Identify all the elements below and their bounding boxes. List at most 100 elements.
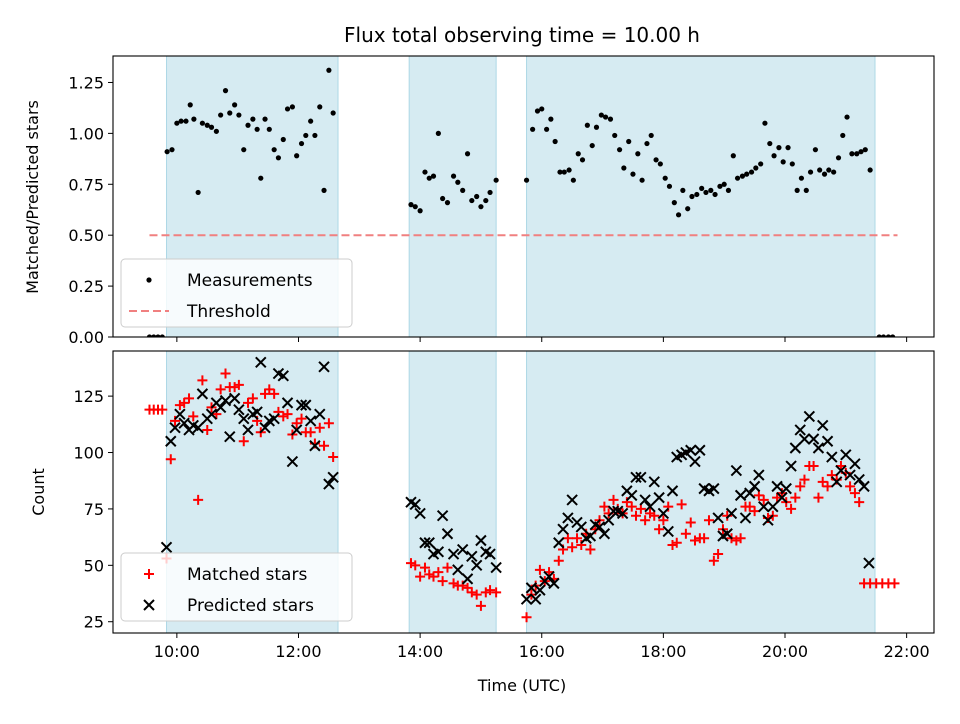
measurement-point [744, 171, 750, 177]
measurement-point [584, 122, 590, 128]
matched-star-point [220, 368, 231, 379]
predicted-star-point [562, 512, 574, 524]
legend-marker-measurements [146, 277, 152, 283]
predicted-star-point [165, 435, 177, 447]
matched-star-point [188, 411, 199, 422]
measurement-point [191, 116, 197, 122]
predicted-star-point [685, 444, 697, 456]
matched-star-point [799, 474, 810, 485]
measurement-point [680, 187, 686, 193]
predicted-star-point [281, 397, 294, 409]
measurement-point [164, 149, 170, 155]
predicted-star-point [228, 392, 241, 405]
matched-star-point [567, 542, 578, 553]
measurement-point [275, 155, 282, 161]
bottom-legend: Matched stars Predicted stars [120, 552, 353, 622]
measurement-point [621, 165, 627, 171]
measurement-point [725, 187, 732, 193]
measurement-point [666, 183, 673, 189]
bottom-y-tick-label: 25 [84, 613, 104, 632]
measurement-point [730, 153, 736, 159]
predicted-star-point [630, 471, 642, 484]
measurement-point [607, 116, 614, 122]
measurement-point [417, 208, 423, 214]
measurement-point [798, 175, 805, 181]
top-y-tick-label: 0.75 [68, 175, 104, 194]
predicted-star-point [844, 469, 856, 481]
predicted-star-point [607, 505, 620, 517]
measurement-point [885, 334, 891, 337]
measurement-point [767, 140, 773, 147]
measurement-point [146, 334, 153, 337]
measurement-point [657, 161, 663, 167]
matched-star-point [247, 393, 258, 404]
matched-star-point [491, 587, 502, 598]
predicted-star-point [318, 361, 330, 373]
measurement-point [289, 104, 296, 110]
predicted-star-point [771, 480, 783, 493]
matched-star-point [703, 515, 714, 526]
measurement-point [330, 110, 336, 116]
predicted-star-point [721, 528, 733, 540]
measurement-point [593, 124, 600, 130]
matched-star-point [576, 540, 587, 551]
x-tick-label: 16:00 [519, 642, 565, 661]
measurement-point [222, 88, 229, 94]
measurement-point [630, 171, 636, 177]
matched-star-point [813, 492, 824, 503]
matched-star-point [626, 501, 637, 512]
measurement-point [662, 175, 668, 181]
measurement-point [694, 191, 700, 198]
measurement-point [552, 138, 558, 145]
matched-star-point [466, 587, 477, 598]
measurement-point [317, 104, 323, 110]
x-tick-label: 10:00 [154, 642, 200, 661]
measurement-point [817, 167, 823, 173]
matched-star-point [238, 436, 249, 447]
measurement-point [271, 147, 277, 153]
matched-star-point [433, 567, 444, 578]
matched-star-point [685, 517, 696, 528]
measurement-point [653, 157, 659, 163]
matched-star-point [640, 515, 651, 526]
bottom-axes-frame [112, 350, 935, 634]
predicted-star-point [447, 548, 460, 560]
predicted-star-point [602, 514, 615, 526]
predicted-star-point [419, 537, 431, 549]
matched-star-point [202, 424, 213, 435]
measurement-point [308, 118, 314, 124]
measurement-point [717, 183, 723, 189]
predicted-star-point [835, 464, 847, 477]
measurement-point [195, 189, 201, 196]
measurement-point [464, 151, 471, 157]
top-plot-area [146, 56, 898, 337]
measurement-point [493, 177, 499, 183]
predicted-star-point [635, 471, 647, 484]
predicted-star-point [712, 512, 724, 524]
measurement-point [644, 140, 650, 147]
predicted-star-point [414, 507, 426, 520]
matched-star-point [608, 494, 619, 505]
matched-star-point [826, 470, 837, 481]
predicted-star-point [853, 473, 865, 486]
matched-star-point [193, 494, 204, 505]
predicted-star-point [644, 500, 656, 513]
top-shaded-interval [526, 56, 876, 337]
measurement-point [575, 151, 581, 157]
predicted-star-point [452, 564, 464, 576]
matched-star-point [631, 510, 642, 521]
measurement-point [780, 159, 786, 165]
measurement-point [812, 147, 819, 153]
matched-star-point [713, 549, 724, 560]
matched-star-point [534, 564, 545, 575]
measurement-point [312, 132, 318, 139]
top-y-tick-label: 0.00 [68, 328, 104, 347]
matched-star-point [689, 535, 700, 546]
measurement-point [867, 167, 873, 173]
predicted-star-point [205, 408, 218, 420]
matched-star-point [749, 506, 760, 517]
x-tick-label: 22:00 [884, 642, 930, 661]
matched-star-point [415, 571, 426, 582]
matched-star-point [822, 481, 833, 492]
measurement-point [236, 112, 242, 118]
